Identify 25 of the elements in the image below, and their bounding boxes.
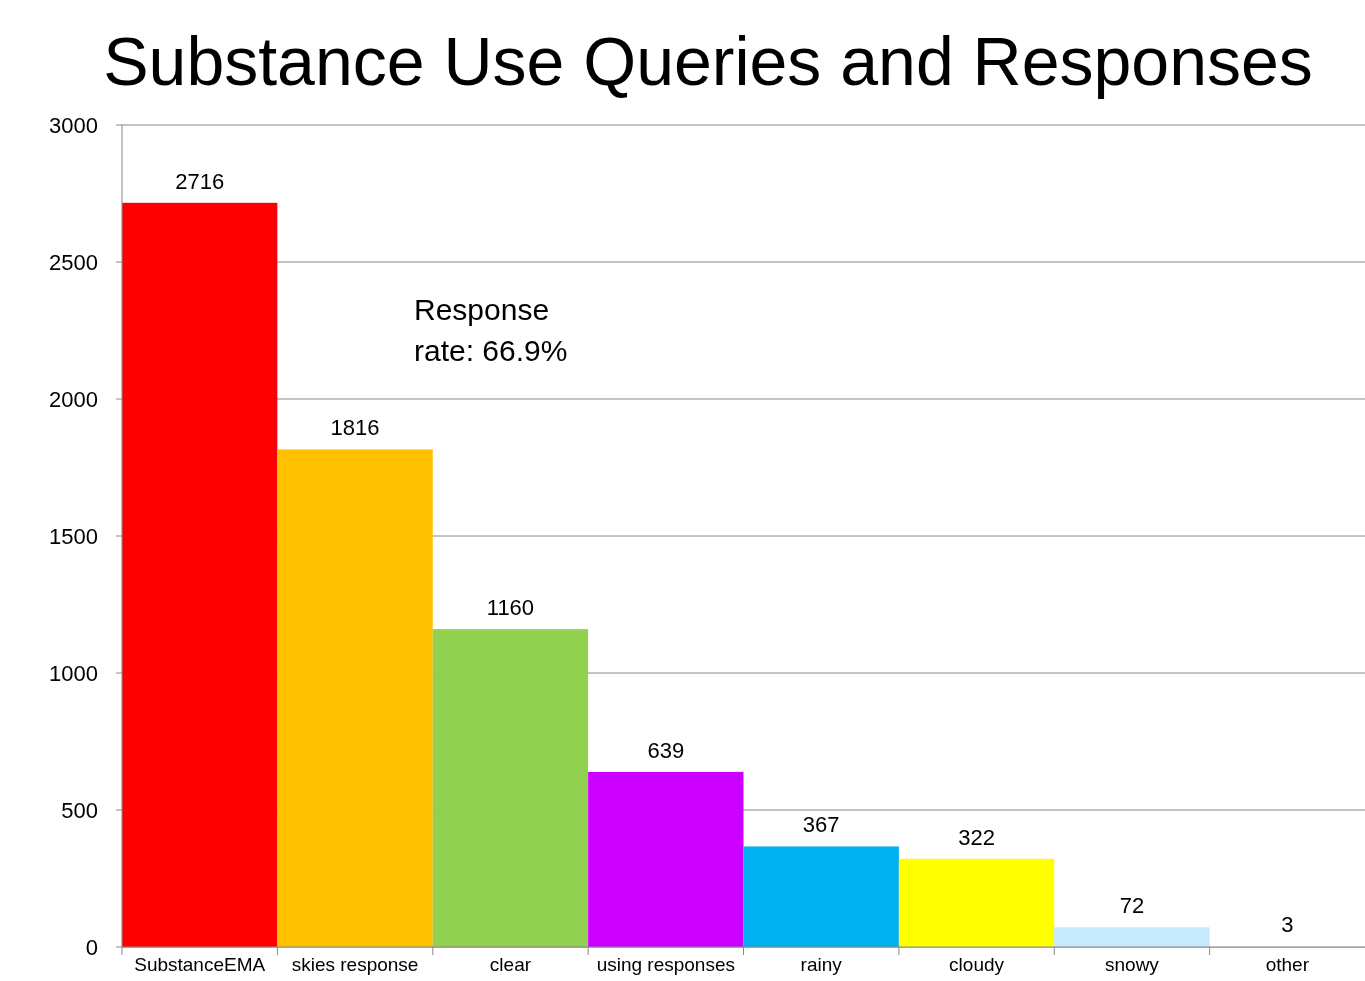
- data-label: 1816: [330, 415, 380, 441]
- annotation: Response rate: 66.9%: [414, 293, 568, 367]
- data-label: 367: [802, 812, 840, 838]
- x-tick-label: skies response: [291, 954, 419, 975]
- x-tick-label: other: [1265, 954, 1310, 975]
- x-tick-label: rainy: [800, 954, 843, 975]
- x-tick-label: snowy: [1105, 954, 1160, 975]
- x-tick-label: SubstanceEMA: [134, 954, 266, 975]
- data-label: 72: [1119, 893, 1145, 919]
- y-tick-label: 1000: [49, 660, 98, 686]
- chart-title: Substance Use Queries and Responses: [103, 23, 1313, 99]
- y-tick-label: 3000: [49, 112, 98, 138]
- y-tick-label: 2000: [49, 386, 98, 412]
- y-tick-label: 2500: [49, 249, 98, 275]
- y-tick-label: 0: [85, 934, 98, 960]
- data-label: 3: [1281, 912, 1294, 938]
- x-tick-label: using responses: [596, 954, 735, 975]
- x-tick-label: clear: [489, 954, 532, 975]
- data-label: 1160: [486, 595, 535, 621]
- data-label: 639: [647, 737, 685, 763]
- x-tick-label: cloudy: [949, 954, 1005, 975]
- data-label: 2716: [175, 168, 225, 194]
- y-tick-label: 500: [61, 797, 98, 823]
- data-label: 322: [958, 824, 995, 850]
- y-tick-label: 1500: [49, 523, 98, 549]
